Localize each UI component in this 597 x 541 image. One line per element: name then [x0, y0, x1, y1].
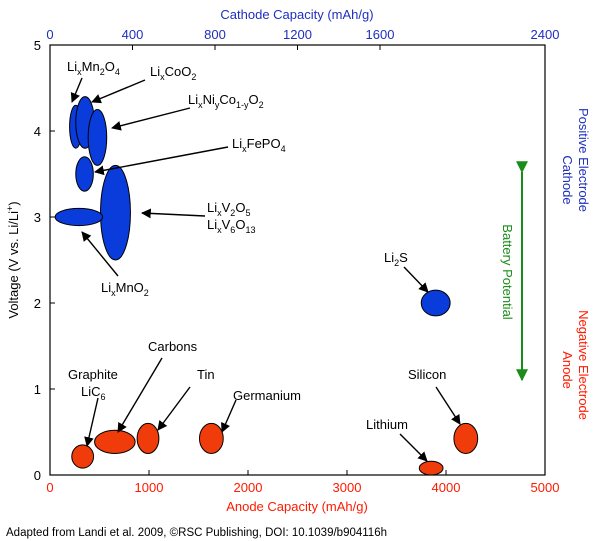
source-caption: Adapted from Landi et al. 2009, ©RSC Pub… [6, 527, 387, 539]
y-tick-label: 0 [34, 468, 41, 483]
x-tick-label-bottom: 3000 [333, 480, 362, 495]
negative-electrode-label: Negative Electrode [576, 310, 591, 420]
y-tick-label: 4 [34, 124, 41, 139]
arrow-fepo4 [94, 146, 229, 176]
ellipse-lixfepo4 [75, 156, 94, 192]
annotation-arrows [70, 77, 461, 462]
x-tick-label-bottom: 5000 [531, 480, 560, 495]
x-tick-label-top: 0 [46, 27, 53, 42]
plot-frame [49, 44, 546, 476]
arrow-li2s [403, 266, 429, 293]
positive-electrode-label: Positive Electrode [576, 108, 591, 212]
axis-ticks: 0 1000 2000 3000 4000 5000 0 400 800 1200 1600 2400… [34, 27, 560, 495]
ellipse-tin [136, 422, 160, 455]
x-tick-label-bottom: 2000 [234, 480, 263, 495]
y-tick-label: 5 [34, 38, 41, 53]
label-v6o13: LixV6O13 [207, 217, 255, 235]
label-lic6: LiC6 [81, 384, 106, 402]
label-germanium: Germanium [233, 388, 301, 403]
data-marks [54, 96, 479, 476]
y-axis-title: Voltage (V vs. Li/Li+) [5, 201, 21, 318]
x-axis-title-bottom: Anode Capacity (mAh/g) [226, 499, 368, 514]
x-tick-label-top: 800 [204, 27, 226, 42]
ellipse-lixmno2 [54, 207, 104, 227]
anode-label: Anode [560, 351, 575, 389]
arrow-silicon [435, 386, 461, 425]
arrow-v2o5 [141, 208, 206, 219]
arrow-carbons [117, 357, 163, 433]
x-tick-label-bottom: 1000 [135, 480, 164, 495]
arrow-tin [157, 386, 191, 431]
arrow-mno2 [81, 231, 119, 277]
ellipse-lixv2o5-lixv6o13 [100, 164, 131, 261]
x-tick-label-top: 400 [122, 27, 144, 42]
label-graphite: Graphite [68, 367, 118, 382]
arrow-germanium [221, 399, 237, 433]
ellipse-carbons [94, 429, 136, 455]
label-fepo4: LixFePO4 [232, 136, 286, 154]
label-tin: Tin [197, 367, 215, 382]
arrow-mn2o4 [70, 77, 83, 103]
x-tick-label-bottom: 0 [46, 480, 53, 495]
label-lithium: Lithium [366, 417, 408, 432]
arrow-coo2 [91, 79, 146, 104]
arrow-lithium [399, 433, 428, 462]
label-mno2: LixMnO2 [101, 280, 149, 298]
label-coo2: LixCoO2 [150, 64, 196, 82]
arrow-graphite [84, 397, 99, 447]
label-mn2o4: LixMn2O4 [67, 59, 120, 77]
x-axis-title-top: Cathode Capacity (mAh/g) [220, 7, 373, 22]
ellipse-germanium [198, 422, 224, 455]
y-tick-label: 3 [34, 210, 41, 225]
ellipse-silicon [453, 422, 479, 455]
label-nico: LixNiyCo1-yO2 [188, 92, 264, 110]
x-tick-label-top: 1200 [283, 27, 312, 42]
ellipse-lithium [418, 460, 444, 476]
x-tick-label-top: 1600 [366, 27, 395, 42]
y-tick-label: 1 [34, 382, 41, 397]
cathode-label: Cathode [560, 155, 575, 204]
x-tick-label-bottom: 4000 [432, 480, 461, 495]
ellipse-lixniyco1-yo2 [87, 109, 108, 166]
arrow-nico [111, 107, 191, 131]
x-tick-label-top: 2400 [531, 27, 560, 42]
battery-potential-label: Battery Potential [500, 224, 515, 319]
label-silicon: Silicon [408, 367, 446, 382]
label-v2o5: LixV2O5 [207, 200, 250, 218]
y-tick-label: 2 [34, 296, 41, 311]
ellipse-li2s [420, 289, 451, 317]
ellipse-graphite-lic6 [71, 444, 95, 469]
label-carbons: Carbons [148, 339, 198, 354]
label-li2s: Li2S [384, 250, 408, 268]
